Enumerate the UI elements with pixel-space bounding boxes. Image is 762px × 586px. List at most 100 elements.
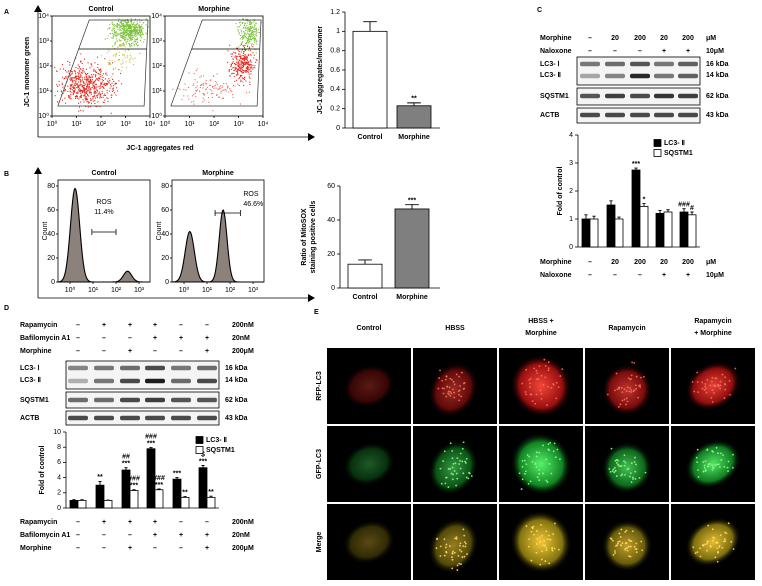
row-cell: 20 <box>660 259 668 266</box>
event-dot <box>128 32 130 34</box>
event-dot <box>251 43 253 45</box>
event-dot <box>64 102 67 104</box>
event-dot <box>106 37 108 40</box>
event-dot <box>238 53 240 55</box>
x-tick-label: Control <box>358 134 383 141</box>
event-dot <box>240 80 242 82</box>
event-dot <box>84 92 86 94</box>
event-dot <box>128 42 130 45</box>
event-dot <box>172 88 174 90</box>
y-tick-label: 60 <box>327 183 335 190</box>
puncta <box>521 465 524 468</box>
event-dot <box>202 84 205 86</box>
gate <box>170 19 262 107</box>
event-dot <box>82 80 84 82</box>
event-dot <box>123 42 125 44</box>
event-dot <box>89 67 91 69</box>
event-dot <box>131 44 133 46</box>
event-dot <box>71 77 73 79</box>
event-dot <box>137 29 139 31</box>
event-dot <box>80 75 82 77</box>
event-dot <box>236 47 239 49</box>
puncta <box>606 393 609 396</box>
puncta <box>538 479 541 481</box>
event-dot <box>128 24 131 26</box>
event-dot <box>133 21 135 24</box>
event-dot <box>67 60 69 62</box>
band-label: ACTB <box>540 112 559 119</box>
bar <box>352 30 388 129</box>
puncta <box>435 538 438 541</box>
y-tick-label: 80 <box>161 183 169 190</box>
event-dot <box>86 73 88 75</box>
event-dot <box>90 74 92 76</box>
puncta <box>445 551 448 554</box>
event-dot <box>88 75 90 77</box>
event-dot <box>256 59 258 62</box>
cell <box>342 519 396 565</box>
event-dot <box>83 82 85 84</box>
band <box>654 112 674 118</box>
event-dot <box>232 58 234 60</box>
event-dot <box>139 25 141 27</box>
puncta <box>461 447 464 450</box>
puncta <box>611 470 614 473</box>
event-dot <box>246 24 248 27</box>
event-dot <box>237 26 239 28</box>
event-dot <box>137 31 139 33</box>
event-dot <box>239 70 241 72</box>
puncta <box>456 569 459 571</box>
puncta <box>441 387 444 390</box>
puncta <box>630 462 633 465</box>
puncta <box>619 536 622 538</box>
event-dot <box>83 76 85 78</box>
event-dot <box>197 89 199 91</box>
event-dot <box>245 18 247 20</box>
event-dot <box>130 35 132 37</box>
gate-label: ROS <box>243 191 259 198</box>
band <box>171 397 191 403</box>
row-cell: – <box>588 35 592 42</box>
row-cell: + <box>153 532 157 539</box>
y-tick-label: 4 <box>57 474 61 481</box>
event-dot <box>239 53 241 55</box>
puncta <box>614 470 617 472</box>
event-dot <box>63 78 65 80</box>
event-dot <box>129 58 132 60</box>
event-dot <box>126 56 128 58</box>
event-dot <box>134 18 136 20</box>
event-dot <box>246 68 249 70</box>
puncta <box>547 385 550 388</box>
event-dot <box>81 90 83 92</box>
y-axis-label: JC-1 aggregates/monomer <box>317 26 324 115</box>
event-dot <box>249 40 251 42</box>
error-bar <box>72 499 76 501</box>
event-dot <box>79 79 82 81</box>
puncta <box>641 549 644 552</box>
event-dot <box>73 70 75 72</box>
band <box>654 61 674 67</box>
event-dot <box>122 45 124 47</box>
event-dot <box>124 46 126 48</box>
error-bar <box>98 480 102 486</box>
event-dot <box>109 24 111 26</box>
event-dot <box>114 53 116 55</box>
event-dot <box>69 87 71 89</box>
event-dot <box>240 29 242 31</box>
puncta <box>449 394 452 397</box>
event-dot <box>74 76 76 78</box>
puncta <box>547 448 550 451</box>
legend-label: LC3- Ⅱ <box>206 436 227 444</box>
event-dot <box>93 95 96 97</box>
y-tick-label: 10⁰ <box>38 112 49 120</box>
puncta <box>702 544 704 546</box>
row-cell: – <box>179 348 183 355</box>
event-dot <box>85 76 87 78</box>
event-dot <box>103 94 105 97</box>
bar <box>679 211 689 248</box>
event-dot <box>60 91 63 93</box>
event-dot <box>129 28 131 30</box>
event-dot <box>111 90 114 92</box>
event-dot <box>237 55 239 58</box>
event-dot <box>249 60 251 62</box>
